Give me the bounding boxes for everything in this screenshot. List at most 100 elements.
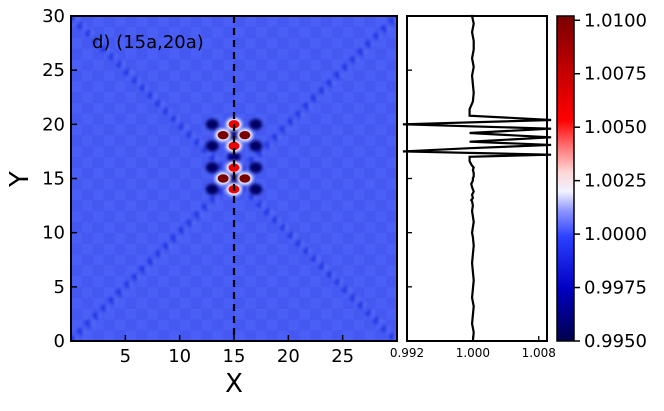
texture-cell [375,221,387,233]
texture-cell [81,232,94,244]
texture-cell [92,178,104,190]
texture-cell [157,200,170,212]
dark-spot [249,140,263,152]
texture-cell [234,189,246,201]
texture-cell [299,232,311,244]
texture-cell [353,221,365,233]
texture-cell [212,81,224,93]
texture-cell [223,286,235,298]
texture-cell [201,48,213,60]
texture-cell [266,330,278,341]
texture-cell [299,81,311,93]
texture-cell [299,124,311,136]
texture-cell [277,319,289,331]
texture-cell [71,286,83,298]
texture-cell [266,308,278,320]
texture-cell [212,167,224,179]
texture-cell [136,221,148,233]
dark-spot [249,118,263,130]
texture-cell [288,286,300,298]
y-tick-label: 0 [54,331,65,352]
texture-cell [103,102,115,114]
texture-cell [179,178,191,190]
texture-cell [342,276,354,288]
texture-cell [168,276,180,288]
texture-cell [255,276,267,288]
texture-cell [114,200,126,212]
texture-cell [310,308,322,320]
colorbar-tick-label: 0.9975 [584,278,647,299]
texture-cell [310,243,322,255]
texture-cell [190,297,202,309]
texture-cell [92,330,104,341]
texture-cell [234,232,246,244]
texture-cell [71,243,83,255]
texture-cell [353,113,365,125]
heatmap-texture [71,16,397,341]
texture-cell [342,211,354,223]
texture-cell [125,297,137,309]
texture-cell [114,48,126,60]
texture-cell [212,189,224,201]
texture-cell [342,16,354,28]
texture-cell [168,297,180,309]
texture-cell [277,16,289,28]
texture-cell [103,297,115,309]
texture-cell [92,200,104,212]
texture-cell [103,59,115,71]
colorbar-tick-label: 1.0025 [584,171,647,192]
profile-background [407,16,547,341]
texture-cell [353,308,365,320]
texture-cell [212,124,224,136]
texture-cell [92,221,104,233]
texture-cell [136,91,148,103]
texture-cell [375,156,387,168]
bright-spot [239,174,251,183]
texture-cell [375,48,387,60]
texture-cell [342,189,354,201]
y-axis-label: Y [5,171,35,188]
texture-cell [310,286,322,298]
texture-cell [320,276,333,288]
texture-cell [342,167,354,179]
texture-cell [114,113,126,125]
bright-spot [239,130,251,140]
texture-cell [320,81,333,93]
texture-cell [299,102,311,114]
texture-cell [299,146,311,158]
texture-cell [136,286,148,298]
texture-cell [190,81,202,93]
texture-cell [364,319,376,331]
texture-cell [320,146,333,158]
bright-spot [217,174,229,183]
texture-cell [266,178,278,190]
texture-cell [310,113,322,125]
heatmap-features [71,16,397,341]
texture-cell [125,81,137,93]
texture-cell [212,37,224,49]
texture-cell [71,200,83,212]
texture-cell [71,330,83,341]
texture-cell [288,135,300,147]
texture-cell [71,48,83,60]
texture-cell [71,265,83,277]
dark-spot [249,162,263,174]
texture-cell [375,135,387,147]
texture-cell [386,59,397,71]
texture-cell [103,124,115,136]
texture-cell [201,91,213,103]
texture-cell [136,200,148,212]
texture-cell [179,200,191,212]
texture-cell [147,102,159,114]
texture-cell [266,135,278,147]
texture-cell [114,330,126,341]
texture-cell [386,189,397,201]
texture-cell [212,276,224,288]
texture-cell [179,70,191,82]
texture-cell [71,178,83,190]
texture-cell [255,59,267,71]
texture-cell [299,167,311,179]
texture-cell [310,221,322,233]
texture-cell [114,243,126,255]
texture-cell [266,265,278,277]
